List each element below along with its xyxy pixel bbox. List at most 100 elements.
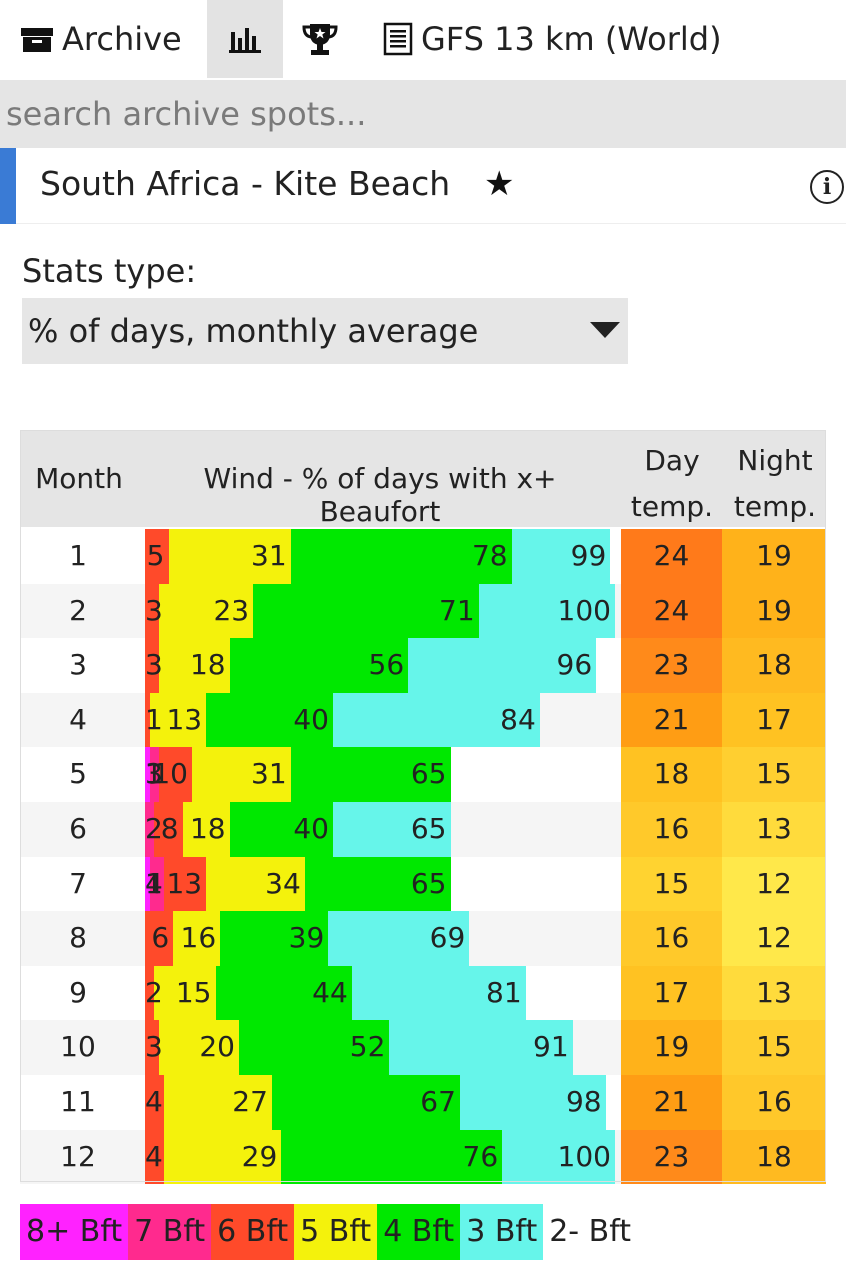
bar-label-4bft: 71 bbox=[439, 593, 475, 627]
header-wind: Wind - % of days with x+ Beaufort bbox=[203, 462, 557, 528]
bar-segment-6bft bbox=[145, 1020, 160, 1075]
bar-segment-6bft bbox=[145, 965, 155, 1021]
night-temp-cell: 18 bbox=[722, 1129, 826, 1185]
bar-label-4bft: 65 bbox=[410, 757, 447, 791]
bar-label-3bft: 100 bbox=[557, 593, 611, 627]
bar-label-6bft: 3 bbox=[145, 648, 163, 682]
month-cell: 5 bbox=[69, 757, 87, 791]
header-month: Month bbox=[35, 462, 123, 495]
bar-segment-6bft bbox=[145, 529, 169, 584]
day-temp-cell: 21 bbox=[621, 1074, 722, 1130]
tab-archive[interactable]: Archive bbox=[20, 0, 182, 78]
bar-label-3bft: 91 bbox=[533, 1030, 569, 1064]
wind-bars: 100 76 29 4 bbox=[145, 1129, 615, 1185]
night-temp-cell: 16 bbox=[722, 1074, 826, 1130]
bar-label-8bft: 1 bbox=[145, 857, 163, 912]
tab-stats[interactable] bbox=[207, 0, 283, 78]
bar-label-4bft: 67 bbox=[420, 1084, 456, 1118]
month-cell: 7 bbox=[69, 866, 87, 900]
day-temp-cell: 16 bbox=[621, 911, 722, 966]
legend-item: 2- Bft bbox=[543, 1204, 638, 1260]
bar-label-4bft: 40 bbox=[293, 811, 329, 845]
table-row: 11 98 67 27 4 21 16 bbox=[20, 1074, 826, 1130]
document-list-icon bbox=[383, 22, 413, 56]
bar-segment-5bft bbox=[145, 583, 254, 639]
legend-item: 3 Bft bbox=[460, 1204, 544, 1260]
header-night-temp: Night temp. bbox=[724, 438, 826, 530]
wind-bars: 81 44 15 2 bbox=[145, 965, 615, 1021]
favorite-star-icon[interactable]: ★ bbox=[484, 164, 515, 204]
legend-item: 6 Bft bbox=[211, 1204, 295, 1260]
day-temp-cell: 16 bbox=[621, 801, 722, 857]
tab-trophy[interactable] bbox=[300, 0, 340, 78]
wind-bars: 84 40 131 bbox=[145, 692, 615, 748]
bar-chart-icon bbox=[229, 28, 261, 53]
bar-label-7bft: 4 bbox=[145, 866, 163, 900]
bar-label-3bft: 96 bbox=[556, 648, 593, 682]
night-temp-cell: 15 bbox=[722, 747, 826, 802]
month-cell: 2 bbox=[69, 593, 87, 627]
header-night-line1: Night bbox=[737, 444, 813, 477]
month-cell: 6 bbox=[69, 811, 87, 845]
stats-type-select[interactable]: % of days, monthly average bbox=[22, 298, 628, 364]
bar-segment-7bft bbox=[145, 801, 155, 857]
bar-label-4bft: 40 bbox=[293, 702, 329, 736]
wind-bars: 65 40 18 82 bbox=[145, 801, 615, 857]
month-cell: 10 bbox=[60, 1030, 96, 1064]
table-row: 2 100 71 23 3 24 19 bbox=[20, 583, 826, 639]
bar-label-5bft: 29 bbox=[241, 1139, 278, 1173]
bar-label-3bft: 98 bbox=[565, 1084, 602, 1118]
night-temp-cell: 18 bbox=[722, 638, 826, 693]
bar-label-3bft: 65 bbox=[410, 811, 447, 845]
archive-box-icon bbox=[21, 28, 53, 52]
bar-segment-5bft bbox=[145, 638, 230, 693]
bar-label-5bft: 13 bbox=[166, 702, 203, 736]
bar-label-6bft: 4 bbox=[145, 1084, 163, 1118]
header-night-line2: temp. bbox=[733, 490, 817, 523]
legend-item: 8+ Bft bbox=[20, 1204, 129, 1260]
header-day-temp: Day temp. bbox=[622, 438, 722, 530]
bar-segment-5bft bbox=[145, 1129, 282, 1185]
bar-label-5bft: 18 bbox=[189, 811, 226, 845]
day-temp-cell: 21 bbox=[621, 692, 722, 748]
bar-label-6bft: 6 bbox=[151, 921, 170, 955]
bar-label-6bft: 10 bbox=[152, 757, 188, 791]
table-header: Month Wind - % of days with x+ Beaufort … bbox=[20, 430, 826, 530]
bar-label-8bft: 1 bbox=[145, 747, 163, 802]
month-cell: 1 bbox=[69, 539, 87, 572]
legend-item: 5 Bft bbox=[294, 1204, 378, 1260]
bar-label-5bft: 31 bbox=[251, 757, 287, 791]
table-row: 5653110311815 bbox=[20, 747, 826, 802]
day-temp-cell: 23 bbox=[621, 1129, 722, 1185]
table-row: 8 69 39 16 6 16 12 bbox=[20, 911, 826, 966]
wind-bars: 96 56 18 3 bbox=[145, 638, 615, 693]
night-temp-cell: 15 bbox=[722, 1020, 826, 1075]
model-label: GFS 13 km (World) bbox=[421, 20, 722, 58]
table-row: 12 100 76 29 4 23 18 bbox=[20, 1129, 826, 1185]
bar-label-5bft: 34 bbox=[265, 866, 301, 900]
spot-name: South Africa - Kite Beach bbox=[40, 164, 451, 203]
stats-type-value: % of days, monthly average bbox=[28, 312, 479, 350]
tab-archive-label: Archive bbox=[62, 20, 182, 58]
bar-label-6bft: 13 bbox=[166, 866, 203, 900]
search-bar bbox=[0, 80, 846, 148]
search-input[interactable] bbox=[6, 95, 806, 133]
info-icon[interactable]: i bbox=[810, 170, 844, 204]
legend-item: 4 Bft bbox=[377, 1204, 461, 1260]
day-temp-cell: 18 bbox=[621, 747, 722, 802]
bar-label-5bft: 15 bbox=[175, 975, 212, 1009]
bar-label-5bft: 16 bbox=[180, 921, 217, 955]
bar-label-5bft: 20 bbox=[199, 1030, 235, 1064]
day-temp-cell: 24 bbox=[621, 583, 722, 639]
bar-label-4bft: 39 bbox=[288, 921, 325, 955]
bar-label-3bft: 69 bbox=[429, 921, 466, 955]
bar-segment-6bft bbox=[145, 583, 160, 639]
bar-segment-5bft bbox=[145, 1020, 239, 1075]
model-selector[interactable]: GFS 13 km (World) bbox=[383, 0, 722, 78]
spot-header: South Africa - Kite Beach ★ i bbox=[0, 148, 846, 224]
month-cell: 4 bbox=[69, 702, 87, 736]
